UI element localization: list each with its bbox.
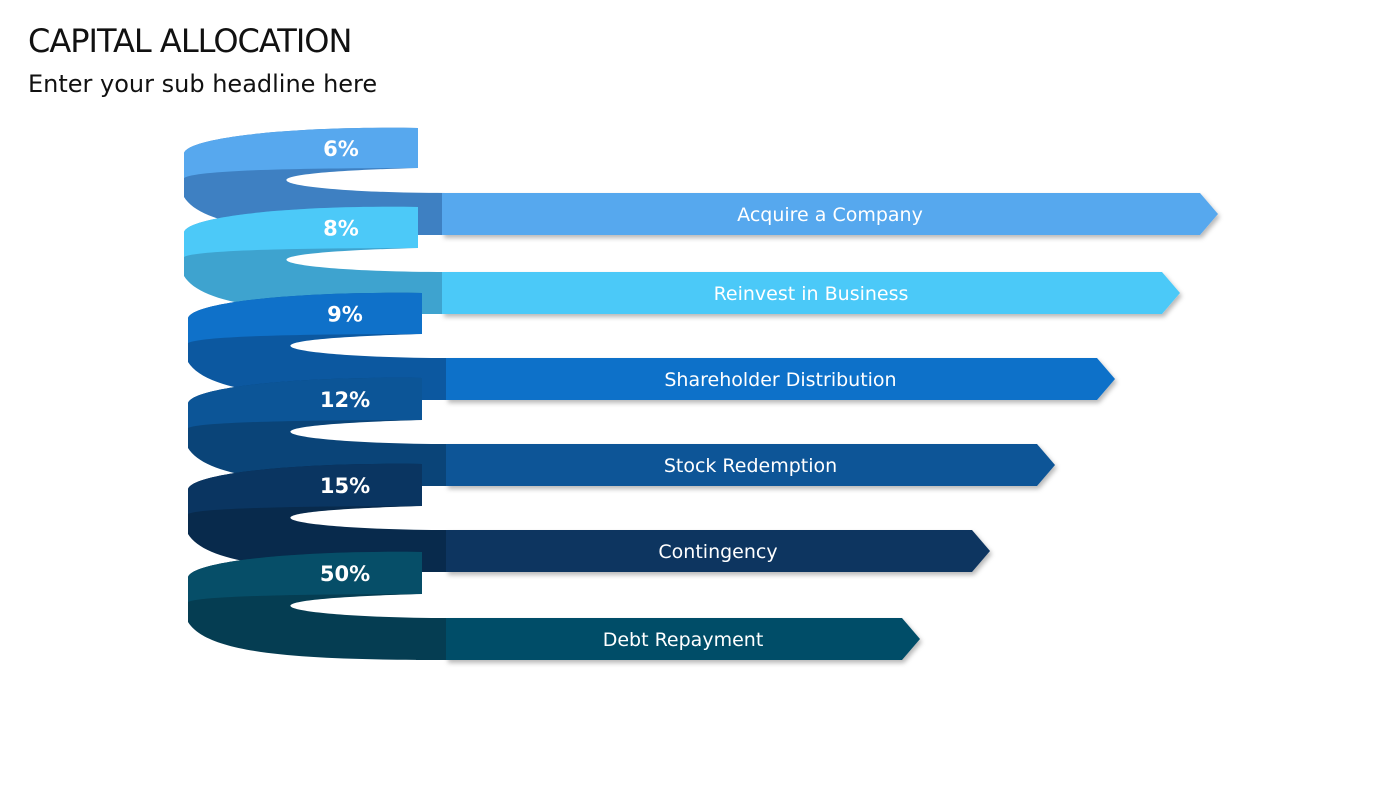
ribbon-arrow [446,444,1055,486]
ribbon-segment: 12% Stock Redemption [188,377,1055,486]
ribbon-top-strip [184,206,418,257]
category-label: Acquire a Company [737,204,923,226]
ribbon-segment: 15% Contingency [188,463,990,572]
page-subtitle: Enter your sub headline here [28,70,378,98]
category-label: Stock Redemption [664,455,837,477]
category-label: Contingency [658,541,777,563]
ribbon-top-strip [188,292,422,343]
ribbon-segment: 50% Debt Repayment [188,551,920,660]
ribbon-joint [416,618,446,660]
percent-label: 15% [320,474,370,498]
category-label: Debt Repayment [603,629,764,651]
ribbon-arrow [442,193,1218,235]
ribbon-segment: 8% Reinvest in Business [184,206,1180,314]
percent-label: 8% [323,217,359,241]
ribbon-arrow [442,272,1180,314]
percent-label: 6% [323,137,359,161]
ribbon-top-strip [188,463,422,514]
ribbon-arrow [446,618,920,660]
ribbon-arrow [446,530,990,572]
category-label: Shareholder Distribution [664,369,896,391]
ribbon-top-strip [188,377,422,428]
percent-label: 12% [320,388,370,412]
page-title: CAPITAL ALLOCATION [28,22,352,60]
percent-label: 50% [320,562,370,586]
ribbon-top-strip [188,551,422,602]
ribbon-segment: 9% Shareholder Distribution [188,292,1115,400]
percent-label: 9% [327,303,363,327]
category-label: Reinvest in Business [714,283,909,305]
ribbon-arrow [446,358,1115,400]
ribbon-top-strip [184,127,418,178]
